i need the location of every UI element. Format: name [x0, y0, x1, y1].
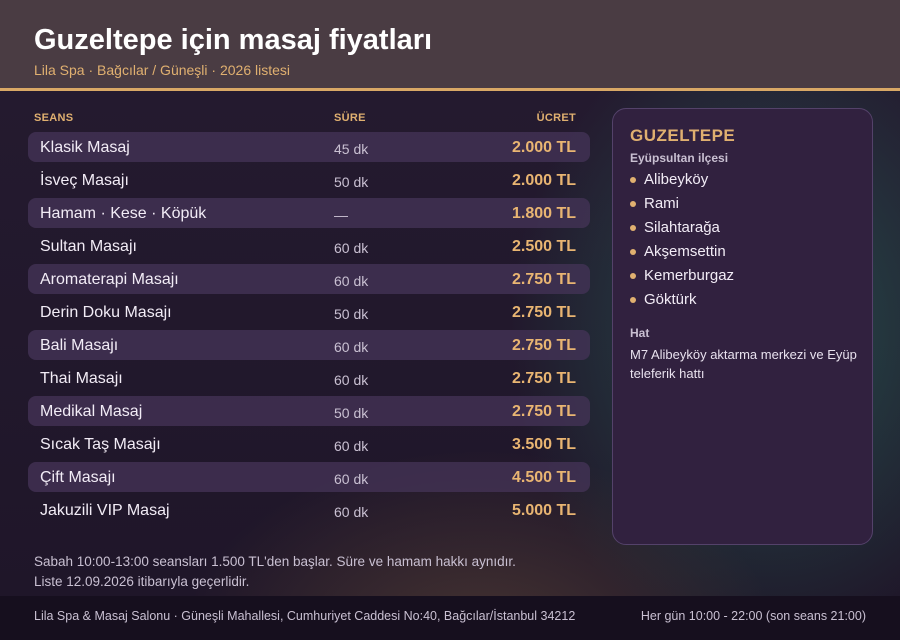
column-header-duration: SÜRE	[334, 112, 366, 124]
row-price: 2.750 TL	[511, 337, 576, 354]
row-price: 2.750 TL	[511, 304, 576, 321]
table-row: Derin Doku Masajı 50 dk 2.750 TL	[28, 297, 590, 327]
price-table: Klasik Masaj 45 dk 2.000 TL İsveç Masajı…	[28, 132, 590, 528]
row-price: 1.800 TL	[511, 205, 576, 222]
table-row: Sıcak Taş Masajı 60 dk 3.500 TL	[28, 429, 590, 459]
list-item: Silahtarağa	[630, 219, 734, 243]
list-item: Rami	[630, 195, 734, 219]
transit-label: Hat	[630, 326, 650, 340]
bullet-dot-icon	[630, 225, 636, 231]
table-row: Medikal Masaj 50 dk 2.750 TL	[28, 396, 590, 426]
row-duration: 60 dk	[334, 372, 369, 388]
footer-address: Lila Spa & Masaj Salonu · Güneşli Mahall…	[34, 609, 576, 623]
place-name: Göktürk	[644, 291, 697, 308]
row-price: 4.500 TL	[511, 469, 576, 486]
row-price: 2.000 TL	[511, 172, 576, 189]
table-row: Jakuzili VIP Masaj 60 dk 5.000 TL	[28, 495, 590, 525]
header-divider	[0, 88, 900, 91]
list-item: Alibeyköy	[630, 171, 734, 195]
row-service-name: Sultan Masajı	[40, 238, 137, 255]
page-header: Guzeltepe için masaj fiyatları Lila Spa …	[0, 0, 900, 88]
table-row: Sultan Masajı 60 dk 2.500 TL	[28, 231, 590, 261]
row-duration: 60 dk	[334, 504, 369, 520]
row-service-name: Thai Masajı	[40, 370, 123, 387]
row-price: 3.500 TL	[511, 436, 576, 453]
list-item: Akşemsettin	[630, 243, 734, 267]
row-duration: 50 dk	[334, 405, 369, 421]
row-duration: 60 dk	[334, 339, 369, 355]
row-price: 5.000 TL	[511, 502, 576, 519]
column-header-session: SEANS	[34, 112, 74, 124]
row-duration: 60 dk	[334, 471, 369, 487]
row-duration: 50 dk	[334, 174, 369, 190]
row-duration: —	[334, 207, 348, 223]
row-service-name: Sıcak Taş Masajı	[40, 436, 161, 453]
row-service-name: İsveç Masajı	[40, 172, 129, 189]
table-row: Hamam · Kese · Köpük — 1.800 TL	[28, 198, 590, 228]
row-price: 2.750 TL	[511, 403, 576, 420]
table-row: Çift Masajı 60 dk 4.500 TL	[28, 462, 590, 492]
row-service-name: Jakuzili VIP Masaj	[40, 502, 170, 519]
row-price: 2.750 TL	[511, 370, 576, 387]
table-row: İsveç Masajı 50 dk 2.000 TL	[28, 165, 590, 195]
column-header-price: ÜCRET	[536, 112, 576, 124]
note-validity-date: Liste 12.09.2026 itibarıyla geçerlidir.	[34, 574, 250, 589]
nearby-places-list: Alibeyköy Rami Silahtarağa Akşemsettin K…	[630, 171, 734, 315]
table-row: Bali Masajı 60 dk 2.750 TL	[28, 330, 590, 360]
row-service-name: Klasik Masaj	[40, 139, 130, 156]
row-duration: 45 dk	[334, 141, 369, 157]
place-name: Silahtarağa	[644, 219, 720, 236]
table-row: Aromaterapi Masajı 60 dk 2.750 TL	[28, 264, 590, 294]
row-price: 2.000 TL	[511, 139, 576, 156]
bullet-dot-icon	[630, 249, 636, 255]
bullet-dot-icon	[630, 297, 636, 303]
row-service-name: Çift Masajı	[40, 469, 116, 486]
place-name: Akşemsettin	[644, 243, 726, 260]
footer-hours: Her gün 10:00 - 22:00 (son seans 21:00)	[640, 609, 866, 623]
bullet-dot-icon	[630, 201, 636, 207]
row-duration: 50 dk	[334, 306, 369, 322]
row-service-name: Medikal Masaj	[40, 403, 143, 420]
row-duration: 60 dk	[334, 240, 369, 256]
transit-text: M7 Alibeyköy aktarma merkezi ve Eyüp tel…	[630, 347, 857, 381]
row-service-name: Aromaterapi Masajı	[40, 271, 179, 288]
row-service-name: Derin Doku Masajı	[40, 304, 172, 321]
table-row: Klasik Masaj 45 dk 2.000 TL	[28, 132, 590, 162]
table-row: Thai Masajı 60 dk 2.750 TL	[28, 363, 590, 393]
row-price: 2.500 TL	[511, 238, 576, 255]
panel-district: Eyüpsultan ilçesi	[630, 151, 729, 165]
bullet-dot-icon	[630, 273, 636, 279]
list-item: Kemerburgaz	[630, 267, 734, 291]
row-service-name: Hamam · Kese · Köpük	[40, 205, 207, 222]
note-morning-sessions: Sabah 10:00-13:00 seansları 1.500 TL'den…	[34, 554, 516, 569]
place-name: Kemerburgaz	[644, 267, 735, 284]
price-notes: Sabah 10:00-13:00 seansları 1.500 TL'den…	[34, 552, 516, 592]
place-name: Alibeyköy	[644, 171, 709, 188]
row-duration: 60 dk	[334, 438, 369, 454]
page-subtitle: Lila Spa · Bağcılar / Güneşli · 2026 lis…	[34, 62, 291, 78]
list-item: Göktürk	[630, 291, 734, 315]
district-info-panel: GUZELTEPE Eyüpsultan ilçesi Alibeyköy Ra…	[612, 108, 873, 545]
page-title: Guzeltepe için masaj fiyatları	[34, 24, 433, 56]
panel-title: GUZELTEPE	[630, 126, 736, 145]
row-service-name: Bali Masajı	[40, 337, 119, 354]
place-name: Rami	[644, 195, 680, 212]
bullet-dot-icon	[630, 177, 636, 183]
row-price: 2.750 TL	[511, 271, 576, 288]
row-duration: 60 dk	[334, 273, 369, 289]
page-footer: Lila Spa & Masaj Salonu · Güneşli Mahall…	[0, 596, 900, 640]
